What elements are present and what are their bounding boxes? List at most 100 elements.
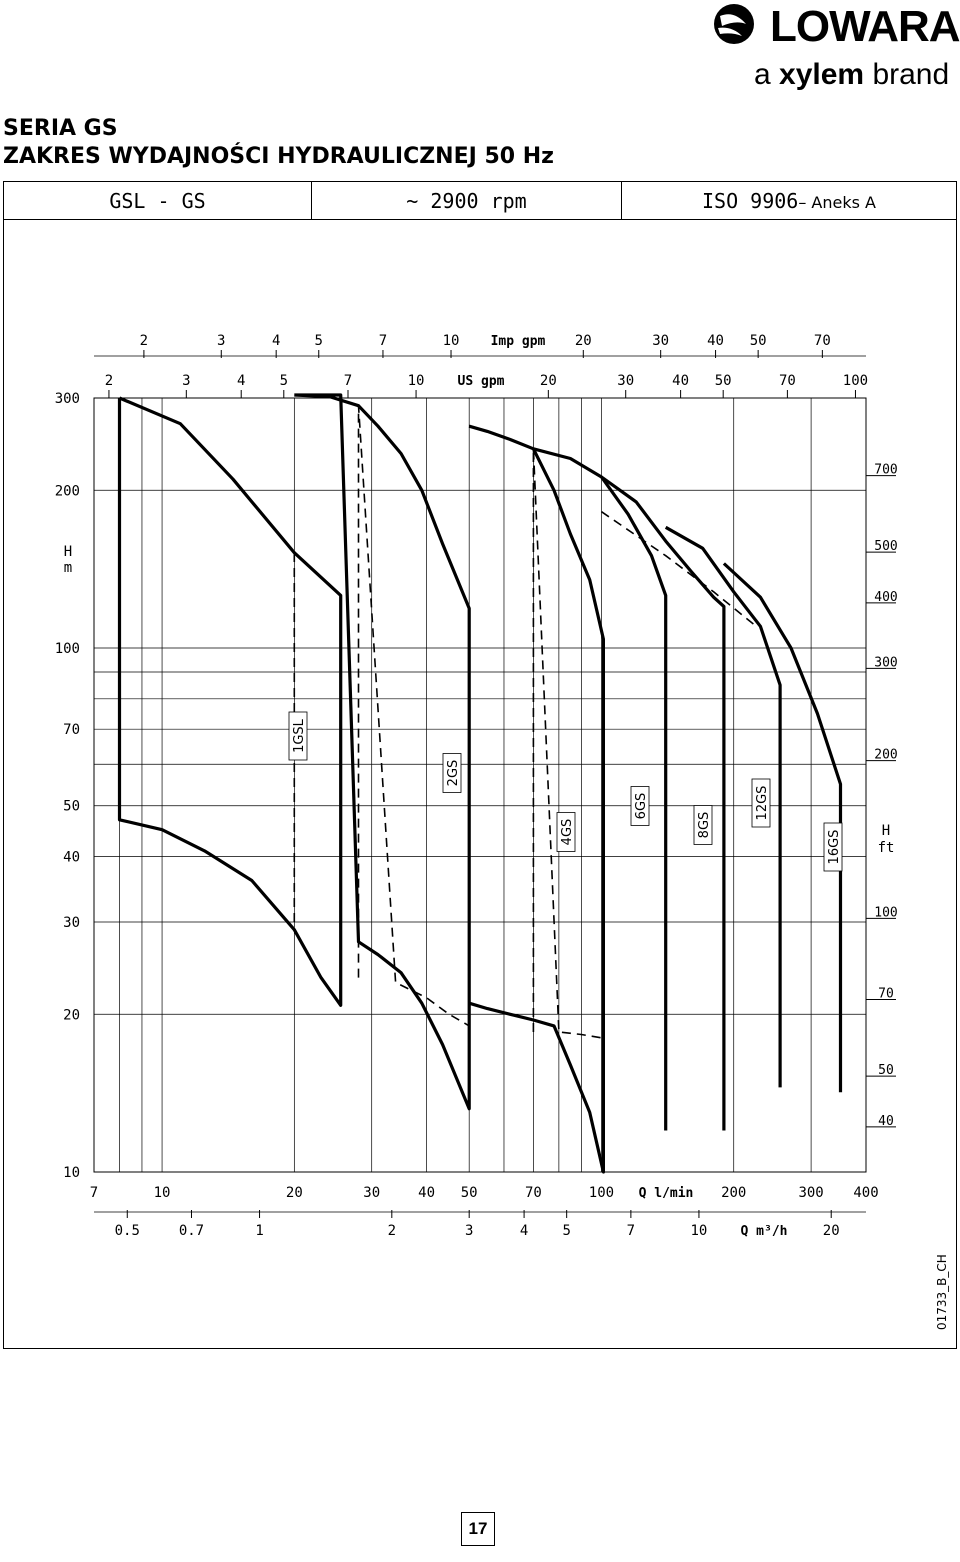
x-tick-label: 20 — [286, 1185, 303, 1201]
x-tick-label: 400 — [853, 1185, 878, 1201]
us-gpm-label: 7 — [344, 373, 352, 389]
us-gpm-label: 30 — [617, 373, 634, 389]
page-title-line2: ZAKRES WYDAJNOŚCI HYDRAULICZNEJ 50 Hz — [3, 144, 554, 169]
curve-1gsl — [117, 396, 343, 1007]
imp-gpm-label: 7 — [379, 333, 387, 349]
imp-gpm-label: 2 — [140, 333, 148, 349]
x-tick-label: 10 — [154, 1185, 171, 1201]
curve-label: 16GS — [827, 830, 842, 865]
us-gpm-label: 40 — [672, 373, 689, 389]
q-m3h-label: 7 — [627, 1223, 635, 1239]
h-ft-label: 700 — [874, 463, 897, 478]
curve-label: 8GS — [697, 812, 712, 839]
curve-16gs — [722, 562, 843, 1093]
curve-6-12gs-dashed — [601, 511, 757, 627]
tagline-prefix: a — [754, 58, 780, 91]
page-number: 17 — [461, 1512, 495, 1546]
imp-gpm-label: 5 — [315, 333, 323, 349]
x-axis-label: Q l/min — [639, 1186, 694, 1201]
x-tick-label: 7 — [90, 1185, 98, 1201]
header-speed: ~ 2900 rpm — [312, 182, 622, 220]
x-tick-label: 200 — [721, 1185, 746, 1201]
imp-gpm-label: 20 — [575, 333, 592, 349]
imp-gpm-axis-label: Imp gpm — [491, 334, 546, 349]
curve-label-box — [693, 805, 713, 845]
imp-gpm-label: 70 — [814, 333, 831, 349]
brand-name: LOWARA — [770, 2, 960, 51]
lowara-logo — [714, 4, 754, 44]
brand-tagline: a xylem brand — [754, 58, 949, 92]
y-axis-label: m — [64, 560, 72, 576]
q-m3h-label: 2 — [388, 1223, 396, 1239]
y-tick-label: 50 — [63, 799, 80, 815]
y-tick-label: 200 — [55, 483, 80, 499]
header-standard: ISO 9906 — [702, 189, 799, 213]
y-tick-label: 10 — [63, 1165, 80, 1181]
h-ft-axis-label: H — [882, 823, 890, 839]
h-ft-label: 50 — [878, 1063, 894, 1078]
h-ft-label: 100 — [874, 905, 897, 920]
curve-label-box — [556, 812, 576, 852]
h-ft-label: 70 — [878, 987, 894, 1002]
us-gpm-label: 20 — [540, 373, 557, 389]
us-gpm-label: 50 — [715, 373, 732, 389]
curve-2gs-dashed — [357, 404, 470, 1027]
chart-frame: GSL - GS ~ 2900 rpm ISO 9906– Aneks A — [3, 181, 957, 1349]
us-gpm-label: 70 — [779, 373, 796, 389]
us-gpm-label: 2 — [105, 373, 113, 389]
q-m3h-label: 1 — [255, 1223, 263, 1239]
curve-label: 12GS — [755, 786, 770, 821]
curve-label: 1GSL — [292, 718, 307, 753]
curve-label-box — [823, 822, 843, 872]
curve-label-box — [751, 778, 771, 828]
q-m3h-label: 10 — [691, 1223, 708, 1239]
x-tick-label: 50 — [461, 1185, 478, 1201]
us-gpm-label: 10 — [408, 373, 425, 389]
tagline-bold: xylem — [779, 58, 865, 91]
curve-label: 4GS — [560, 819, 575, 846]
h-ft-label: 200 — [874, 748, 897, 763]
page-title-line1: SERIA GS — [3, 116, 118, 141]
y-tick-label: 30 — [63, 915, 80, 931]
imp-gpm-label: 30 — [652, 333, 669, 349]
y-tick-label: 100 — [55, 641, 80, 657]
imp-gpm-label: 3 — [217, 333, 225, 349]
imp-gpm-label: 40 — [707, 333, 724, 349]
h-ft-label: 500 — [874, 539, 897, 554]
curve-label: 6GS — [634, 793, 649, 820]
x-tick-label: 70 — [525, 1185, 542, 1201]
curve-label-box — [442, 753, 462, 793]
q-m3h-label: 0.7 — [179, 1223, 204, 1239]
h-ft-label: 40 — [878, 1114, 894, 1129]
curve-label-box — [630, 786, 650, 826]
header-standard-suffix: – Aneks A — [798, 193, 876, 212]
curve-2gs — [294, 393, 471, 1111]
y-tick-label: 40 — [63, 850, 80, 866]
q-m3h-label: 3 — [465, 1223, 473, 1239]
curve-8gs — [600, 475, 726, 1131]
x-tick-label: 40 — [418, 1185, 435, 1201]
curve-12gs — [664, 525, 782, 1088]
us-gpm-label: 100 — [843, 373, 868, 389]
curve-label: 2GS — [446, 760, 461, 787]
x-tick-label: 30 — [363, 1185, 380, 1201]
q-m3h-label: 5 — [562, 1223, 570, 1239]
curve-4gs-dashed — [532, 447, 604, 1039]
q-m3h-label: 20 — [823, 1223, 840, 1239]
us-gpm-label: 5 — [280, 373, 288, 389]
y-axis-label: H — [64, 544, 72, 560]
us-gpm-label: 3 — [182, 373, 190, 389]
imp-gpm-label: 50 — [750, 333, 767, 349]
us-gpm-label: 4 — [237, 373, 245, 389]
tagline-suffix: brand — [864, 58, 950, 91]
curve-4gs — [468, 424, 606, 1174]
droplet-icon — [714, 4, 754, 44]
h-ft-axis-label: ft — [878, 840, 895, 856]
q-m3h-axis-label: Q m³/h — [741, 1224, 788, 1239]
us-gpm-axis-label: US gpm — [458, 374, 505, 389]
header-standard-cell: ISO 9906– Aneks A — [622, 182, 956, 220]
y-tick-label: 300 — [55, 391, 80, 407]
figure-code: 01733_B_CH — [935, 1254, 949, 1330]
q-m3h-label: 0.5 — [115, 1223, 140, 1239]
